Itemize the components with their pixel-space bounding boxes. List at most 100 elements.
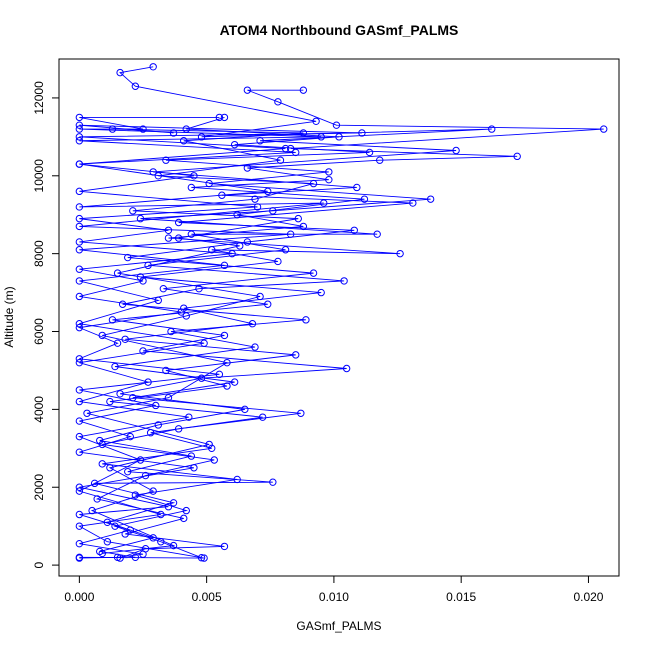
- data-point: [365, 148, 374, 157]
- data-point: [353, 183, 361, 192]
- data-point: [75, 397, 84, 406]
- data-point: [200, 339, 208, 347]
- data-point: [513, 152, 521, 161]
- data-point: [426, 195, 435, 203]
- data-point: [190, 172, 198, 180]
- x-tick-label: 0.010: [319, 590, 349, 604]
- data-point: [75, 487, 84, 495]
- data-point: [124, 467, 132, 476]
- data-point: [75, 125, 84, 133]
- y-axis: 0 2000 4000 6000 8000 10000 12000: [32, 81, 60, 568]
- data-point: [299, 86, 308, 94]
- data-point: [220, 113, 229, 122]
- data-point: [129, 394, 137, 402]
- data-point: [230, 140, 239, 149]
- x-axis: 0.000 0.005 0.010 0.015 0.020: [64, 575, 604, 604]
- series-5: [75, 121, 366, 562]
- data-point: [197, 133, 206, 141]
- data-point: [116, 390, 124, 398]
- data-point: [350, 226, 358, 235]
- data-point: [106, 397, 114, 406]
- data-point: [113, 269, 122, 277]
- x-tick-label: 0.005: [192, 590, 222, 604]
- data-point: [162, 366, 170, 375]
- data-point: [129, 207, 137, 215]
- data-point: [200, 554, 208, 562]
- data-point: [75, 121, 84, 129]
- series-line: [77, 116, 322, 559]
- data-point: [75, 133, 84, 141]
- data-point: [182, 506, 190, 515]
- data-point: [294, 214, 302, 223]
- data-point: [241, 405, 249, 414]
- x-tick-label: 0.015: [446, 590, 476, 604]
- data-point: [274, 98, 282, 106]
- data-point: [162, 156, 170, 164]
- data-point: [409, 199, 417, 207]
- y-tick-label: 2000: [32, 474, 46, 501]
- data-point: [174, 234, 183, 242]
- data-point: [124, 253, 132, 262]
- data-point: [281, 144, 290, 153]
- data-point: [312, 117, 320, 125]
- data-point: [174, 425, 183, 433]
- data-point: [320, 199, 328, 207]
- data-point: [185, 413, 193, 421]
- data-point: [103, 538, 112, 546]
- data-point: [220, 261, 229, 270]
- data-point: [75, 358, 84, 367]
- data-point: [75, 265, 84, 273]
- data-point: [174, 218, 183, 227]
- data-point: [215, 370, 224, 379]
- data-point: [376, 156, 384, 164]
- data-point: [220, 542, 229, 551]
- data-point: [116, 68, 124, 77]
- data-point: [195, 284, 203, 293]
- data-point: [600, 125, 608, 133]
- data-point: [220, 331, 229, 340]
- data-point: [98, 331, 106, 340]
- data-point: [256, 292, 264, 301]
- data-point: [75, 432, 84, 441]
- data-point: [325, 168, 333, 176]
- data-point: [180, 137, 188, 145]
- data-point: [223, 358, 231, 367]
- data-point: [236, 242, 244, 250]
- y-tick-label: 0: [32, 561, 46, 568]
- data-point: [169, 541, 178, 550]
- data-point: [136, 214, 145, 223]
- series-line: [86, 128, 314, 554]
- data-point: [75, 355, 84, 363]
- data-point: [292, 351, 300, 359]
- data-point: [90, 479, 99, 488]
- data-point: [152, 401, 160, 410]
- data-point: [75, 214, 84, 223]
- data-point: [75, 510, 84, 519]
- data-point: [159, 284, 168, 293]
- data-point: [230, 378, 239, 386]
- data-point: [276, 156, 285, 164]
- data-point: [286, 230, 295, 238]
- data-point: [187, 183, 196, 192]
- y-axis-label: Altitude (m): [2, 286, 16, 347]
- data-point: [139, 347, 147, 355]
- data-point: [144, 378, 152, 386]
- data-point: [342, 364, 351, 373]
- data-point: [108, 125, 117, 133]
- data-point: [180, 514, 188, 523]
- data-point: [182, 125, 190, 133]
- data-point: [215, 113, 224, 122]
- series-6: [83, 125, 318, 558]
- data-point: [75, 222, 84, 231]
- y-tick-label: 8000: [32, 240, 46, 267]
- data-point: [169, 129, 178, 137]
- data-point: [358, 129, 366, 137]
- data-point: [210, 456, 218, 464]
- data-point: [108, 316, 117, 324]
- data-point: [126, 432, 134, 441]
- data-point: [269, 478, 277, 486]
- series-line: [95, 116, 431, 559]
- data-point: [75, 522, 84, 530]
